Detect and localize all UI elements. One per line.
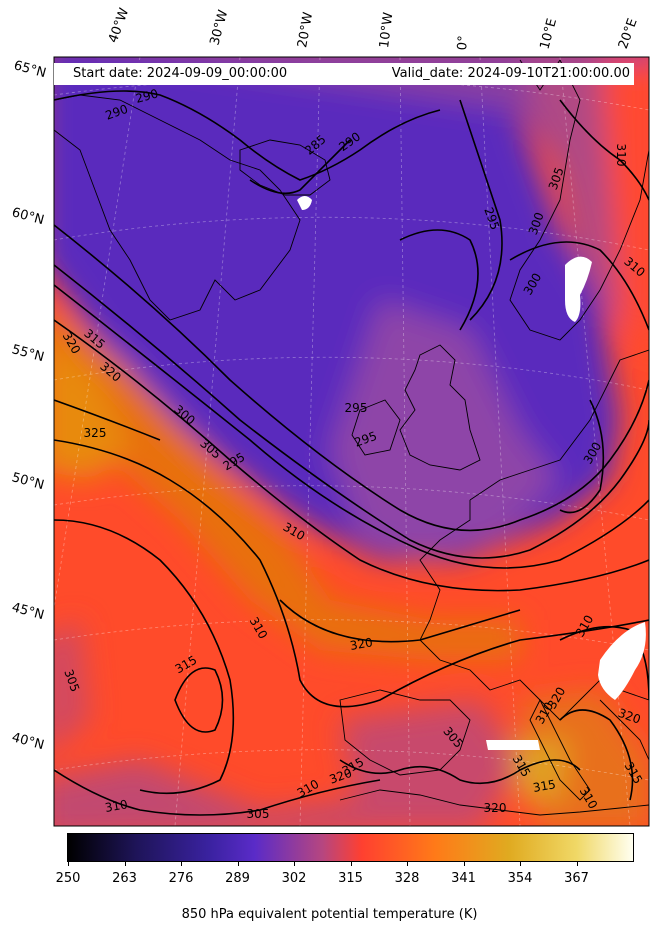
colorbar-tick-label: 250 xyxy=(55,871,81,886)
colorbar xyxy=(67,833,634,862)
colorbar-tick xyxy=(576,862,578,866)
colorbar-tick-label: 289 xyxy=(225,871,250,886)
contour-label: 295 xyxy=(345,401,368,415)
colorbar-tick-label: 263 xyxy=(112,871,137,886)
contour-label: 320 xyxy=(484,801,507,815)
colorbar-gradient xyxy=(68,834,633,861)
contour-label: 320 xyxy=(349,635,374,653)
colorbar-tick xyxy=(407,862,408,866)
colorbar-tick-label: 341 xyxy=(451,871,476,886)
colorbar-tick-label: 354 xyxy=(507,871,533,886)
colorbar-caption: 850 hPa equivalent potential temperature… xyxy=(181,907,478,922)
contour-label: 310 xyxy=(104,797,129,815)
contour-label: 310 xyxy=(614,144,628,167)
header-bar: Start date: 2024-09-09_00:00:00 Valid_da… xyxy=(54,63,634,85)
colorbar-tick-label: 367 xyxy=(564,871,589,886)
map-frame xyxy=(53,56,650,827)
colorbar-tick xyxy=(181,862,182,866)
contour-label: 290 xyxy=(134,86,160,105)
temperature-field xyxy=(54,57,649,826)
contour-label: 305 xyxy=(247,807,270,821)
contour-label: 315 xyxy=(532,777,557,795)
colorbar-tick xyxy=(463,862,465,866)
lon-label-0: 0° xyxy=(455,34,472,51)
colorbar-tick-label: 315 xyxy=(338,871,363,886)
colorbar-tick xyxy=(350,862,352,866)
colorbar-tick xyxy=(68,862,69,866)
colorbar-tick-label: 328 xyxy=(394,871,420,886)
colorbar-tick xyxy=(520,862,521,866)
colorbar-tick xyxy=(237,862,239,866)
colorbar-tick-label: 276 xyxy=(168,871,194,886)
valid-date-text: Valid_date: 2024-09-10T21:00:00.00 xyxy=(391,66,630,81)
contour-label: 325 xyxy=(84,426,107,440)
colorbar-tick-label: 302 xyxy=(281,871,307,886)
missing-data-patches xyxy=(297,196,646,750)
colorbar-tick xyxy=(294,862,295,866)
colorbar-tick xyxy=(124,862,126,866)
start-date-text: Start date: 2024-09-09_00:00:00 xyxy=(73,66,288,81)
